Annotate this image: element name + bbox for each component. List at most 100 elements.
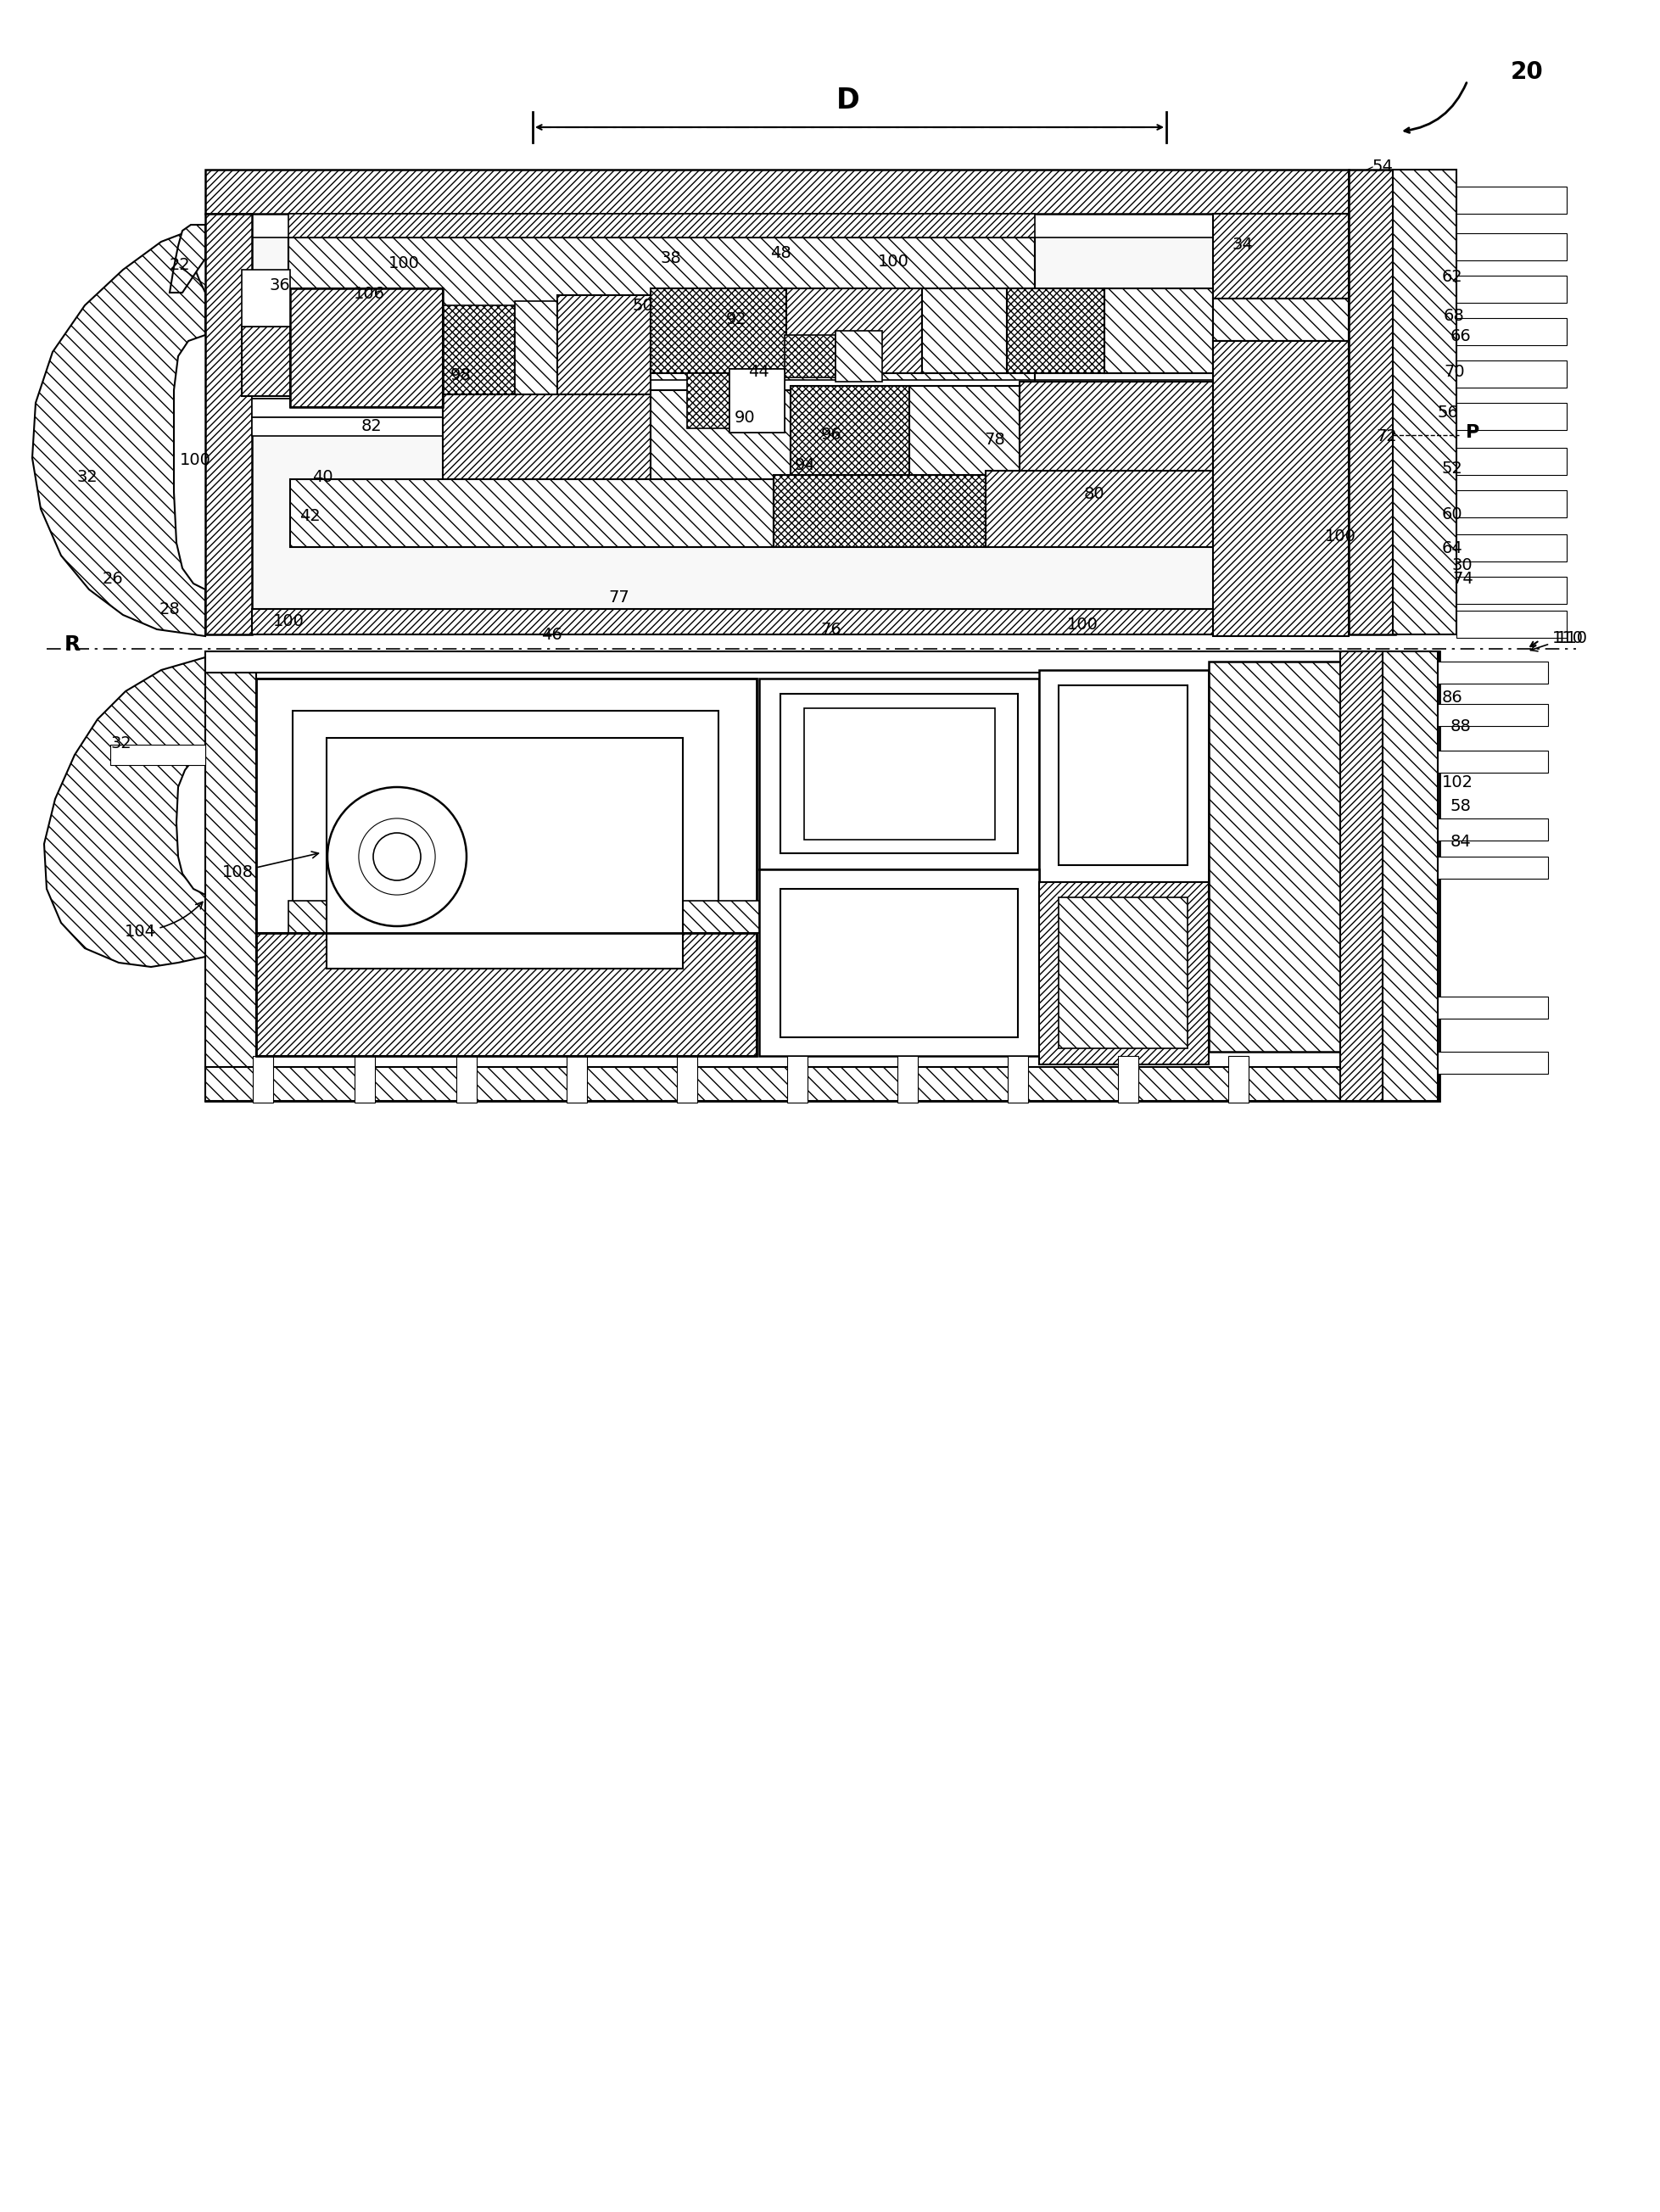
Bar bbox=[252, 215, 1348, 635]
Text: 48: 48 bbox=[770, 246, 790, 261]
Polygon shape bbox=[169, 226, 206, 292]
Text: 26: 26 bbox=[103, 571, 123, 588]
Bar bbox=[1456, 276, 1565, 303]
Bar bbox=[1057, 686, 1187, 865]
Bar bbox=[921, 288, 1006, 374]
Text: 60: 60 bbox=[1441, 507, 1462, 522]
Bar bbox=[1456, 447, 1565, 476]
Text: 82: 82 bbox=[360, 418, 382, 436]
Bar bbox=[1438, 1051, 1547, 1073]
Bar bbox=[1104, 288, 1212, 374]
Bar bbox=[759, 869, 1039, 1055]
Bar bbox=[759, 679, 1039, 869]
Text: 72: 72 bbox=[1374, 429, 1396, 445]
Bar bbox=[790, 385, 908, 480]
Text: 84: 84 bbox=[1449, 834, 1471, 849]
Bar bbox=[687, 374, 729, 429]
Bar bbox=[292, 710, 719, 1000]
Bar bbox=[206, 650, 1439, 1102]
Bar bbox=[1039, 883, 1208, 1064]
Bar bbox=[651, 389, 790, 480]
Bar bbox=[457, 1055, 476, 1102]
Bar bbox=[1438, 998, 1547, 1020]
Bar bbox=[1438, 750, 1547, 772]
Bar bbox=[1039, 670, 1208, 883]
Text: P: P bbox=[1466, 425, 1479, 440]
Bar bbox=[1381, 650, 1438, 1102]
Bar bbox=[1456, 186, 1565, 215]
Bar bbox=[1456, 361, 1565, 387]
Text: 42: 42 bbox=[299, 507, 320, 524]
Text: 32: 32 bbox=[76, 469, 98, 487]
Bar bbox=[206, 1066, 1439, 1102]
Bar bbox=[252, 1055, 272, 1102]
Text: 78: 78 bbox=[984, 431, 1004, 447]
Bar bbox=[206, 650, 1439, 1102]
Bar bbox=[515, 301, 558, 411]
Polygon shape bbox=[45, 657, 206, 967]
Text: 110: 110 bbox=[1531, 630, 1584, 650]
Bar bbox=[774, 476, 984, 546]
Bar bbox=[252, 215, 1348, 237]
Text: 94: 94 bbox=[793, 456, 815, 473]
Text: 52: 52 bbox=[1441, 460, 1462, 478]
Bar bbox=[1212, 299, 1348, 341]
Bar bbox=[1117, 1055, 1137, 1102]
Bar bbox=[256, 933, 757, 1055]
Bar bbox=[1006, 288, 1104, 374]
Bar bbox=[1438, 818, 1547, 841]
Bar bbox=[1057, 898, 1187, 1048]
Bar bbox=[1456, 491, 1565, 518]
Bar bbox=[785, 288, 921, 374]
Bar bbox=[1438, 703, 1547, 726]
Text: 80: 80 bbox=[1084, 487, 1104, 502]
Bar bbox=[256, 679, 757, 1035]
Text: 76: 76 bbox=[820, 622, 842, 639]
Bar bbox=[1228, 1055, 1248, 1102]
Bar bbox=[206, 650, 1439, 672]
Bar bbox=[784, 334, 835, 378]
Bar bbox=[252, 418, 1348, 436]
Bar bbox=[787, 1055, 807, 1102]
Bar bbox=[206, 170, 1348, 215]
Bar bbox=[1393, 170, 1456, 635]
Bar bbox=[803, 708, 994, 841]
Text: 46: 46 bbox=[541, 626, 561, 641]
Bar bbox=[1456, 611, 1565, 637]
Bar bbox=[290, 288, 443, 407]
Bar bbox=[1057, 686, 1187, 865]
Bar bbox=[759, 869, 1039, 1055]
Bar bbox=[651, 288, 785, 374]
Bar bbox=[759, 679, 1039, 869]
Polygon shape bbox=[32, 226, 206, 637]
Bar bbox=[1019, 383, 1212, 480]
Bar bbox=[1456, 319, 1565, 345]
Text: 22: 22 bbox=[169, 257, 191, 274]
Bar bbox=[908, 385, 1019, 480]
Text: R: R bbox=[65, 635, 81, 655]
Bar bbox=[290, 480, 774, 546]
Text: 102: 102 bbox=[1441, 774, 1472, 792]
Bar bbox=[1340, 650, 1391, 1102]
Text: 100: 100 bbox=[388, 254, 420, 272]
Bar bbox=[252, 215, 1348, 635]
Bar bbox=[252, 608, 1348, 635]
Bar bbox=[256, 679, 757, 1035]
Text: 104: 104 bbox=[124, 902, 203, 940]
Text: 110: 110 bbox=[1555, 630, 1587, 646]
Text: 100: 100 bbox=[876, 252, 908, 270]
Bar bbox=[780, 889, 1018, 1037]
Bar bbox=[1456, 535, 1565, 562]
Text: 56: 56 bbox=[1438, 405, 1457, 420]
Bar bbox=[242, 327, 290, 396]
Text: D: D bbox=[837, 86, 860, 115]
Bar bbox=[729, 369, 784, 434]
Text: 92: 92 bbox=[725, 312, 747, 327]
Bar bbox=[729, 369, 784, 434]
Text: 28: 28 bbox=[159, 602, 179, 617]
Bar bbox=[677, 1055, 697, 1102]
Bar bbox=[896, 1055, 918, 1102]
Bar bbox=[242, 270, 290, 327]
Bar bbox=[984, 471, 1212, 546]
Text: 98: 98 bbox=[450, 367, 471, 385]
